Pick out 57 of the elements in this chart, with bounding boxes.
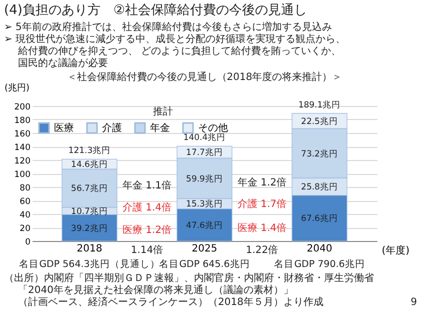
text: 国民的な議論が必要 — [18, 57, 108, 69]
text: ➢ 現役世代が急速に減少する中、成長と分配の好循環を実現する観点から、 — [4, 33, 346, 45]
y-tick-label: 40 — [20, 210, 30, 220]
data-label: 39.2兆円 — [71, 222, 108, 234]
annotation: 医療 1.4倍 — [237, 222, 287, 234]
y-tick-label: 180 — [14, 116, 30, 126]
annotation: 医療 1.2倍 — [122, 224, 172, 236]
text: 1.22倍 — [246, 244, 278, 256]
annotation: 介護 1.4倍 — [122, 202, 172, 214]
x-tick-label: 2040 — [306, 244, 332, 254]
data-label: 25.8兆円 — [301, 182, 338, 193]
data-label: 56.7兆円 — [71, 183, 108, 194]
total-label: 121.3兆円 — [68, 145, 111, 156]
y-tick-label: 140 — [14, 143, 30, 153]
x-axis-title: (年度) — [382, 244, 410, 256]
legend-label: その他 — [198, 122, 228, 134]
text: ➢ 5年前の政府推計では、社会保障給付費は今後もさらに増加する見込み — [4, 21, 332, 33]
annotation: 推計 — [153, 106, 173, 118]
total-label: 189.1兆円 — [298, 99, 341, 110]
y-tick-label: 160 — [14, 130, 30, 140]
text: 給付費の伸びを抑えつつ、 どのように負担して給付費を賄っていくか、 — [17, 45, 342, 57]
y-tick-label: 120 — [14, 156, 30, 166]
y-tick-label: 200 — [14, 102, 30, 112]
legend-label: 年金 — [150, 122, 170, 134]
text: 9 — [410, 297, 417, 308]
data-label: 59.9兆円 — [186, 173, 223, 184]
y-tick-label: 80 — [20, 184, 30, 194]
data-label: 10.7兆円 — [71, 206, 108, 217]
text: 名目GDP 564.3兆円（見通し） — [19, 258, 160, 270]
text: 名目GDP 645.6兆円 — [159, 258, 250, 270]
data-label: 14.6兆円 — [71, 159, 108, 170]
annotation: 年金 1.2倍 — [237, 176, 287, 189]
annotation: 介護 1.7倍 — [237, 198, 287, 210]
text: （計画ベース、経済ベースラインケース）（2018年５月）より作成 — [18, 296, 324, 308]
y-tick-label: 20 — [20, 224, 30, 234]
text: 名目GDP 790.6兆円 — [274, 258, 365, 270]
data-label: 17.7兆円 — [186, 147, 223, 158]
data-label: 73.2兆円 — [301, 148, 338, 160]
chart-title: (4)負担のあり方 ②社会保障給付費の今後の見通し — [4, 2, 308, 18]
legend-label: 医療 — [54, 122, 74, 134]
text: 「2040年を見据えた社会保障の将来見通し（議論の素材）」 — [18, 284, 294, 296]
text: 1.14倍 — [130, 244, 164, 256]
x-tick-label: 2018 — [76, 244, 102, 254]
total-label: 140.4兆円 — [183, 132, 226, 144]
data-label: 47.6兆円 — [186, 220, 223, 231]
text: （出所）内閣府「四半期別ＧＤＰ速報」、内閣官房・内閣府・財務省・厚生労働省 — [4, 272, 374, 284]
y-tick-label: 60 — [20, 197, 30, 207]
x-tick-label: 2025 — [192, 244, 218, 254]
y-axis-title: (兆円) — [4, 82, 30, 94]
data-label: 22.5兆円 — [301, 116, 338, 127]
y-tick-label: 100 — [14, 170, 30, 180]
annotation: 年金 1.1倍 — [122, 179, 172, 192]
chart-subtitle: ＜社会保障給付費の今後の見通し（2018年度の将来推計）＞ — [66, 71, 342, 83]
legend-label: 介護 — [102, 122, 122, 134]
data-label: 15.3兆円 — [186, 198, 223, 210]
y-tick-label: 0 — [25, 238, 30, 248]
data-label: 67.6兆円 — [301, 213, 338, 224]
